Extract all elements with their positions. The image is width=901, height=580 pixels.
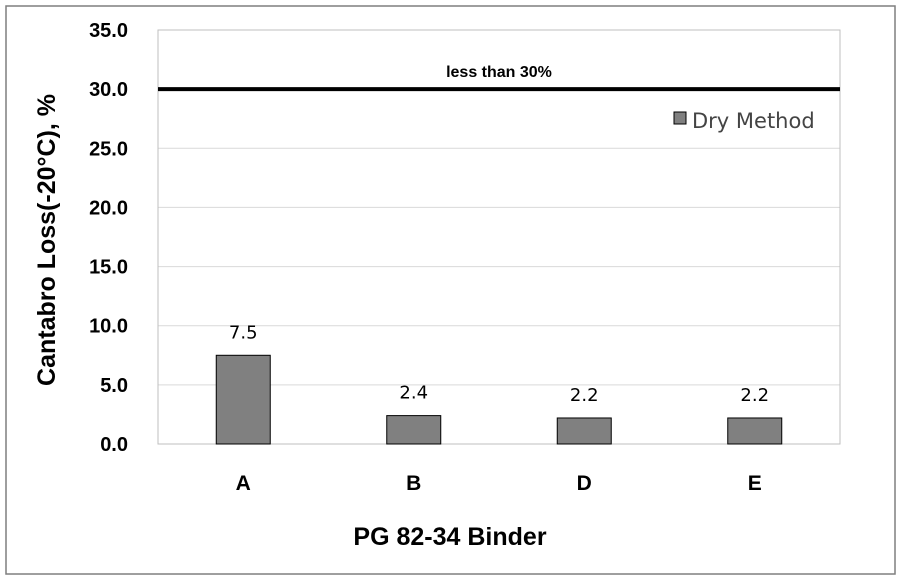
- x-axis-title: PG 82-34 Binder: [353, 523, 546, 551]
- y-axis-ticks: 0.0 5.0 10.0 15.0 20.0 25.0 30.0 35.0: [89, 20, 128, 456]
- data-label-d: 2.2: [570, 385, 599, 406]
- chart-frame: [5, 5, 896, 575]
- y-tick-label: 10.0: [89, 316, 128, 338]
- plot-area: [157, 29, 841, 445]
- data-label-e: 2.2: [740, 385, 769, 406]
- y-tick-label: 25.0: [89, 138, 128, 160]
- bars: [215, 354, 783, 445]
- y-tick-label: 30.0: [89, 79, 128, 101]
- y-tick-label: 0.0: [100, 434, 128, 456]
- bar-b: [386, 415, 442, 445]
- x-tick-label-d: D: [577, 472, 592, 495]
- bar-e: [727, 417, 783, 445]
- bar-d: [556, 417, 612, 445]
- legend: Dry Method: [673, 109, 815, 133]
- y-axis-title: Cantabro Loss(-20°C), %: [33, 94, 61, 386]
- legend-label-dry-method: Dry Method: [692, 109, 815, 133]
- x-tick-label-e: E: [748, 472, 762, 495]
- legend-swatch-dry-method: [673, 111, 687, 125]
- x-tick-label-a: A: [236, 472, 251, 495]
- y-tick-label: 5.0: [100, 375, 128, 397]
- y-tick-label: 15.0: [89, 257, 128, 279]
- y-tick-label: 20.0: [89, 197, 128, 219]
- reference-line-label: less than 30%: [446, 64, 552, 81]
- x-tick-label-b: B: [406, 472, 421, 495]
- data-label-b: 2.4: [399, 383, 428, 404]
- y-tick-label: 35.0: [89, 20, 128, 42]
- bar-a: [215, 354, 271, 445]
- data-labels: 7.5 2.4 2.2 2.2: [229, 322, 769, 406]
- data-label-a: 7.5: [229, 322, 258, 343]
